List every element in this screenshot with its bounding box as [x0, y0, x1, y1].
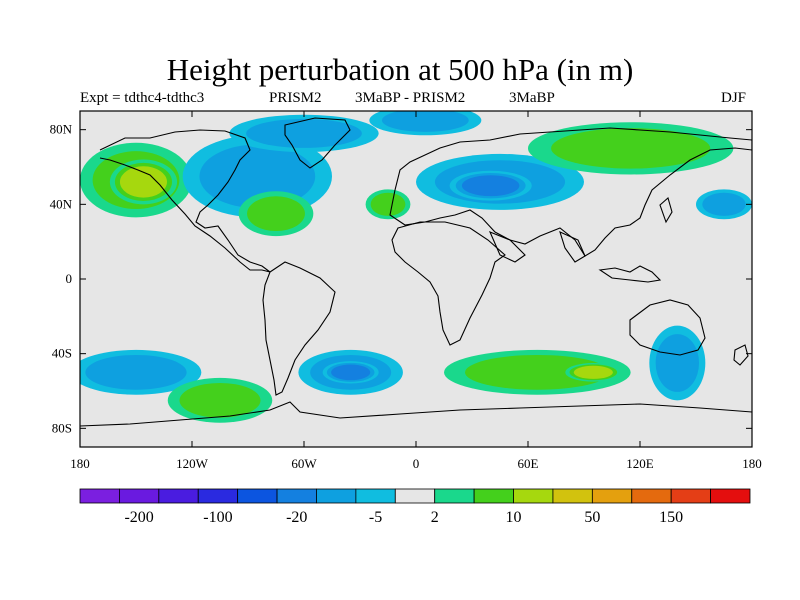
colorbar-swatch [473, 488, 514, 504]
colorbar-label: 50 [584, 509, 600, 526]
map-axes: 180 120W 60W 0 60E 120E 180 80N 40N 0 40S 80S [50, 111, 762, 471]
coastline-antarctica [80, 401, 752, 427]
coastline-layer [80, 117, 752, 427]
coastline-africa [391, 221, 506, 346]
coastline-greenland [284, 117, 351, 169]
colorbar-swatch [316, 488, 357, 504]
colorbar-swatch [513, 488, 554, 504]
contour-region-indian-ocean-pos [464, 354, 610, 390]
colorbar-swatch [237, 488, 278, 504]
contour-region-arctic-neg [246, 118, 362, 148]
colorbar-label: -5 [369, 509, 382, 526]
colorbar-swatch [670, 488, 711, 504]
colorbar-swatch [552, 488, 593, 504]
coastline-eurasia [389, 127, 752, 257]
contour-region-west-pacific-neg [702, 192, 746, 216]
x-tick-label: 180 [70, 456, 90, 471]
y-tick-label: 80S [52, 420, 72, 435]
map-title: Height perturbation at 500 hPa (in m) [166, 52, 634, 87]
colorbar: -200 -100 -20 -5 2 10 50 150 [79, 488, 751, 526]
colorbar-label: 2 [431, 509, 439, 526]
contour-region-south-pacific-neg [85, 354, 187, 390]
x-tick-label: 120E [626, 456, 654, 471]
colorbar-swatch [79, 488, 120, 504]
colorbar-swatch [394, 488, 436, 504]
colorbar-swatch [434, 488, 475, 504]
coastline-arabia [488, 230, 526, 263]
subtitle-prism2: PRISM2 [269, 90, 322, 106]
coastline-australia [629, 299, 706, 356]
contour-region-europe-neg [381, 111, 469, 132]
contour-region-south-america-pos [179, 382, 261, 418]
colorbar-swatch [197, 488, 239, 504]
coastline-india [559, 231, 586, 263]
colorbar-swatch [710, 488, 751, 504]
x-tick-label: 0 [413, 456, 420, 471]
season-label: DJF [721, 90, 747, 106]
colorbar-swatch [276, 488, 317, 504]
experiment-label: Expt = tdthc4-tdthc3 [80, 90, 205, 106]
subtitle-comparison: 3MaBP - PRISM2 [355, 90, 466, 106]
x-tick-label: 180 [742, 456, 762, 471]
colorbar-label: -200 [124, 509, 153, 526]
y-tick-label: 0 [66, 271, 73, 286]
contour-region-north-africa-pos [370, 192, 406, 216]
y-tick-label: 40S [52, 346, 72, 361]
contour-region-indian-ocean-pos-core [573, 365, 613, 379]
x-tick-label: 120W [176, 456, 209, 471]
colorbar-label: -20 [286, 509, 307, 526]
y-tick-label: 40N [50, 196, 73, 211]
coastline-maritime-continent [598, 265, 662, 283]
subtitle-period: 3MaBP [509, 90, 555, 106]
contour-region-east-us-pos [247, 196, 305, 232]
contour-region-south-atlantic-neg-core [331, 364, 371, 381]
coastline-south-america [262, 261, 336, 396]
contour-fill-layer [80, 111, 752, 423]
x-tick-label: 60W [291, 456, 317, 471]
contour-region-north-pacific-pos-core [119, 166, 167, 198]
colorbar-label: 10 [506, 509, 522, 526]
colorbar-swatch [631, 488, 672, 504]
coastline-japan [659, 197, 673, 224]
colorbar-label: 150 [659, 509, 683, 526]
colorbar-swatch [591, 488, 633, 504]
y-tick-label: 80N [50, 122, 73, 137]
colorbar-label: -100 [203, 509, 232, 526]
colorbar-swatch [119, 488, 160, 504]
coastline-new-zealand [733, 344, 749, 366]
contour-region-australia-neg [655, 334, 700, 392]
contour-region-siberia-pos [551, 128, 711, 169]
contour-region-asia-neg-core [461, 175, 520, 197]
coastline-north-america [99, 129, 271, 273]
colorbar-swatch [158, 488, 199, 504]
x-tick-label: 60E [518, 456, 539, 471]
colorbar-swatch [355, 488, 396, 504]
